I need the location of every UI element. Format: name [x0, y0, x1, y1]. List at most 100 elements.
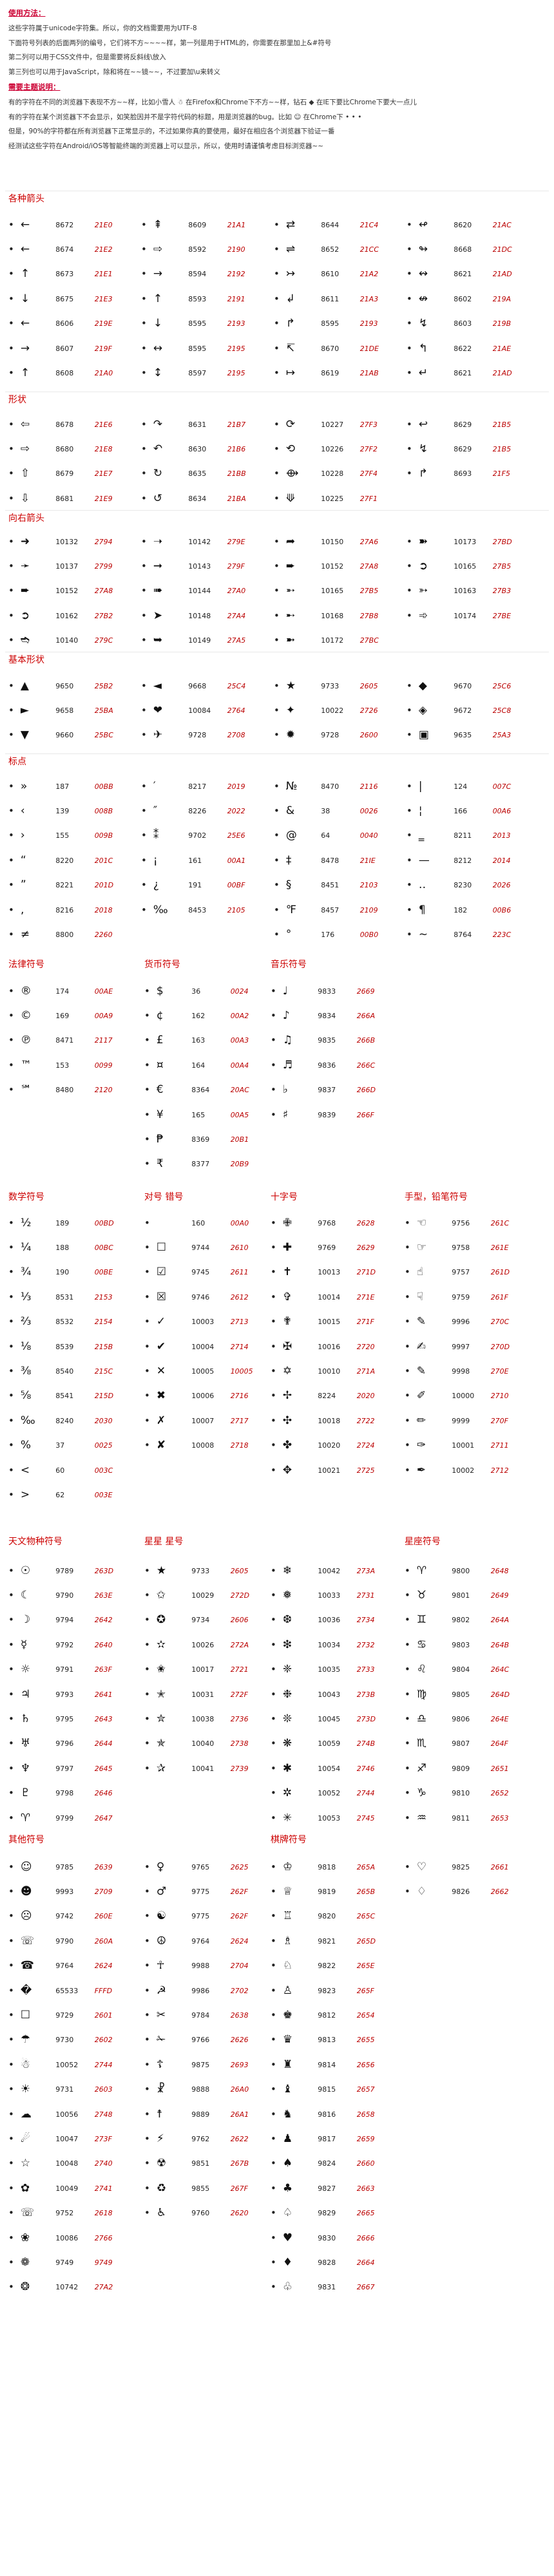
- html-code: 9803: [452, 1640, 470, 1649]
- bullet-icon: •: [8, 443, 14, 455]
- table-row: • ✤ 10020 2724: [271, 1434, 403, 1458]
- symbol-glyph: ✓: [156, 1315, 166, 1329]
- bullet-icon: •: [141, 585, 147, 597]
- table-row: • ✔ 10004 2714: [144, 1334, 277, 1359]
- css-hex-code: 21B7: [227, 420, 246, 429]
- html-code: 174: [55, 987, 70, 996]
- css-hex-code: 21CC: [359, 245, 379, 254]
- symbol-entry: • ° 176 00B0: [274, 929, 406, 940]
- css-hex-code: 21E7: [94, 469, 113, 478]
- html-code: 9812: [318, 2011, 336, 2020]
- html-code: 10144: [188, 587, 211, 596]
- css-hex-code: 2618: [94, 2209, 113, 2218]
- css-hex-code: 261C: [490, 1218, 510, 1227]
- table-row: • ♜ 9814 2656: [271, 2052, 403, 2077]
- symbol-glyph: ↑: [20, 267, 30, 281]
- bullet-icon: •: [141, 879, 147, 891]
- html-code: 10035: [318, 1665, 341, 1674]
- bullet-icon: •: [405, 1414, 410, 1426]
- symbol-entry: • ✚ 9769 2629: [271, 1242, 403, 1253]
- html-code: 10049: [55, 2184, 79, 2193]
- bullet-icon: •: [8, 1365, 14, 1378]
- symbol-glyph: ↓: [20, 292, 30, 305]
- table-row: • ♋ 9803 264B: [405, 1633, 537, 1657]
- table-row: • ℗ 8471 2117: [8, 1028, 141, 1053]
- bullet-icon: •: [271, 2157, 276, 2170]
- table-row: • ☐ 9744 2610: [144, 1235, 277, 1260]
- table-row: • ✿ 10049 2741: [8, 2176, 141, 2201]
- bullet-icon: •: [144, 1010, 150, 1022]
- symbol-glyph: ↑: [153, 292, 163, 305]
- bullet-icon: •: [271, 1217, 276, 1229]
- table-row: • ♔ 9818 265A: [271, 1855, 403, 1879]
- html-code: 8451: [321, 881, 339, 890]
- symbol-table-snow: • ❄ 10042 273A • ❅ 10033 2731 • ❆ 10036 2734 • ❇ 10034…: [271, 1558, 403, 1830]
- intro-notes: 使用方法： 这些字符属于unicode字符集。所以，你的文档需要用为UTF-8 …: [8, 8, 543, 153]
- bullet-icon: •: [8, 1464, 14, 1476]
- css-hex-code: 21DE: [359, 344, 379, 353]
- symbol-glyph: ↮: [418, 292, 428, 305]
- symbol-glyph: ♈: [416, 1564, 427, 1577]
- symbol-entry: • €8364 20AC: [144, 1084, 277, 1095]
- symbol-glyph: ↔: [153, 341, 163, 355]
- symbol-entry: • ♂ 9775 262F: [144, 1886, 277, 1897]
- table-row: • ‹ 139 008B • ″ 8226 2022 • & 38 0026 • ¦ 166 00A6: [8, 799, 539, 823]
- css-hex-code: 2603: [94, 2085, 113, 2094]
- symbol-entry: • ′ 8217 2019: [141, 781, 274, 792]
- html-code: 8693: [454, 469, 472, 478]
- table-row: • ☺ 9785 2639: [8, 1855, 141, 1879]
- section-title-shape: 形状: [8, 394, 26, 406]
- bullet-icon: •: [141, 705, 147, 717]
- css-hex-code: 2022: [227, 807, 245, 816]
- bullet-icon: •: [271, 2083, 276, 2096]
- css-hex-code: 00BF: [227, 881, 245, 890]
- table-row: • ¾ 190 00BE: [8, 1260, 141, 1285]
- symbol-glyph: ♔: [282, 1860, 293, 1873]
- symbol-entry: • £163 00A3: [144, 1035, 277, 1046]
- symbol-entry: • ⟳ 10227 27F3: [274, 419, 406, 430]
- css-hex-code: 2020: [356, 1392, 375, 1401]
- bullet-icon: •: [8, 535, 14, 547]
- symbol-glyph: ✁: [156, 2033, 166, 2047]
- table-row: • ☯ 9775 262F: [144, 1904, 277, 1929]
- html-code: 8457: [321, 905, 339, 914]
- table-row: • ♗ 9821 265D: [271, 1929, 403, 1953]
- bullet-icon: •: [406, 418, 412, 430]
- table-row: • ❂ 10742 27A2: [8, 2275, 141, 2300]
- table-row: • ← 8672 21E0 • ⇞ 8609 21A1 • ⇄ 8644 21C4 • ↫ 8620 21AC: [8, 213, 539, 237]
- symbol-glyph: ₱: [156, 1133, 164, 1146]
- table-row: • ♝ 9815 2657: [271, 2078, 403, 2102]
- css-hex-code: 00BB: [94, 782, 113, 791]
- symbol-glyph: ⇧: [20, 467, 30, 480]
- symbol-entry: • ♍ 9805 264D: [405, 1689, 537, 1700]
- bullet-icon: •: [8, 1910, 14, 1922]
- symbol-glyph: ☝: [416, 1265, 424, 1279]
- bullet-icon: •: [406, 705, 412, 717]
- html-code: 8593: [188, 294, 207, 303]
- symbol-entry: • ☉ 9789 263D: [8, 1565, 141, 1577]
- table-row: • ✭ 10031 272F: [144, 1682, 277, 1707]
- symbol-glyph: ™: [20, 1058, 32, 1072]
- symbol-entry: • <60 003C: [8, 1464, 141, 1476]
- symbol-table-cards: • ♡ 9825 2661 • ♢ 9826 2662: [405, 1855, 537, 1904]
- css-hex-code: 2655: [356, 2036, 375, 2045]
- css-hex-code: 0024: [230, 987, 249, 996]
- symbol-entry: • ☻ 9993 2709: [8, 1886, 141, 1897]
- table-row: • ❅ 10033 2731: [271, 1583, 403, 1607]
- section-title-chess: 棋牌符号: [271, 1834, 307, 1846]
- table-row: • ✳ 10053 2745: [271, 1806, 403, 1830]
- bullet-icon: •: [406, 609, 412, 621]
- symbol-entry: •% 37 0025: [8, 1440, 141, 1451]
- css-hex-code: 21E9: [94, 494, 113, 503]
- bullet-icon: •: [144, 2083, 150, 2096]
- symbol-entry: • ✰ 10041 2739: [144, 1763, 277, 1774]
- symbol-glyph: |: [418, 779, 423, 793]
- html-code: 37: [55, 1441, 65, 1450]
- bullet-icon: •: [274, 805, 280, 817]
- symbol-glyph: ✕: [156, 1365, 166, 1378]
- html-code: 9817: [318, 2134, 336, 2143]
- symbol-entry: • ⇧ 8679 21E7: [8, 468, 141, 479]
- symbol-entry: • ♞ 9816 2658: [271, 2108, 403, 2120]
- table-row: • ♧ 9831 2667: [271, 2275, 403, 2300]
- css-hex-code: 2620: [230, 2209, 249, 2218]
